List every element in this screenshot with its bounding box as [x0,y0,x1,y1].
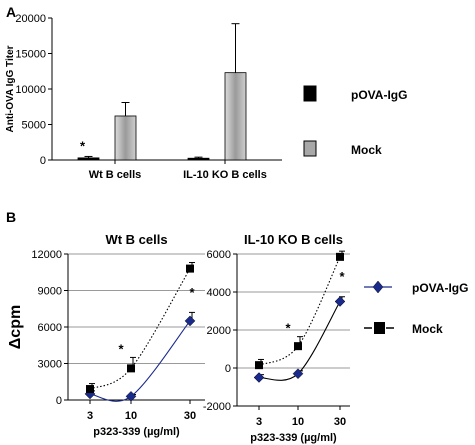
y-tick-label: 15000 [15,49,46,61]
data-point-mock [86,385,94,394]
y-tick-label: 6000 [207,249,231,261]
legend-swatch-mock [303,140,317,157]
data-point-mock [294,342,302,351]
series-line-mock [89,268,191,390]
y-tick-label: 0 [40,155,46,167]
data-point-povaigg [184,315,196,327]
legend-b-label-povaigg: pOVA-IgG [412,281,468,295]
data-point-mock [336,252,344,261]
panel-a-letter: A [6,4,16,20]
y-tick-label: 2000 [207,325,231,337]
y-tick-label: 10000 [15,84,46,96]
legend-swatch-povaigg [303,85,317,102]
x-tick-label: 3 [87,410,93,422]
y-tick-label: 9000 [38,286,62,298]
bar-mock [114,115,137,161]
x-tick-label: 10 [292,416,304,428]
x-axis-label: p323-339 (µg/ml) [250,432,337,444]
y-tick-label: 12000 [31,249,62,261]
legend-label-mock: Mock [351,143,382,157]
legend-b: pOVA-IgG Mock [364,280,468,336]
x-tick-label: 30 [334,416,346,428]
data-point-mock [255,361,263,370]
significance-star: * [118,341,124,356]
x-tick-label: Wt B cells [89,169,142,181]
significance-star: * [339,269,345,284]
chart-title: Wt B cells [105,232,167,247]
legend-label-povaigg: pOVA-IgG [351,88,407,102]
bar-mock [224,72,247,161]
data-point-povaigg [292,368,304,380]
x-tick-label: 30 [184,410,196,422]
legend-diamond-marker [372,280,384,294]
y-tick-label: 0 [56,395,62,407]
data-point-povaigg [125,390,137,402]
legend-a: pOVA-IgG Mock [303,85,407,157]
bar-povaigg [77,157,100,161]
y-tick-label: 6000 [38,322,62,334]
chart-title: IL-10 KO B cells [244,232,343,247]
significance-star: * [285,321,291,336]
y-tick-label: 20000 [15,13,46,25]
x-axis-label: p323-339 (µg/ml) [93,426,180,438]
y-tick-label: -2000 [203,401,231,413]
y-axis-label: Anti-OVA IgG Titer [5,45,16,132]
x-tick-label: 3 [256,416,262,428]
legend-b-label-mock: Mock [412,322,443,336]
y-tick-label: 5000 [22,120,46,132]
data-point-mock [186,264,194,273]
significance-star: * [189,285,195,300]
legend-square-marker [374,322,385,334]
y-axis-label: Δcpm [7,305,24,349]
series-line-mock [258,256,341,366]
significance-star: * [80,138,86,153]
bar-chart-a: 0 5000 10000 15000 20000 Anti-OVA IgG Titer Wt… [5,13,282,181]
line-chart-il10ko: IL-10 KO B cells -2000 0 2000 4000 6000 3 10 30 p… [203,232,350,444]
data-point-povaigg [334,296,346,307]
panel-b-letter: B [6,209,16,225]
y-tick-label: 4000 [207,287,231,299]
data-point-povaigg [253,372,265,383]
bar-povaigg [187,157,210,161]
x-tick-label: 10 [125,410,137,422]
data-point-mock [127,364,135,373]
series-line-povaigg [89,320,191,402]
x-tick-label: IL-10 KO B cells [183,169,267,181]
y-tick-label: 3000 [38,359,62,371]
y-tick-label: 0 [225,363,231,375]
line-chart-wt: Wt B cells 0 3000 6000 9000 12000 3 10 30 p323-33… [7,232,205,438]
